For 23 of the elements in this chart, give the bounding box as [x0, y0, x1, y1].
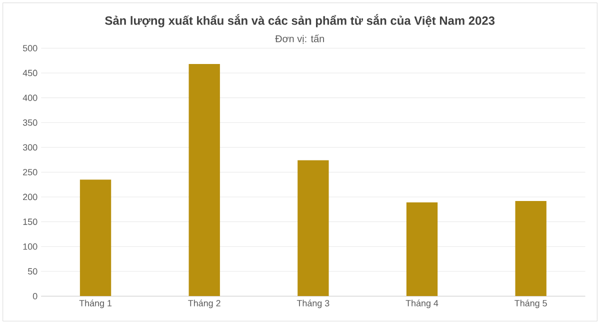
y-tick-label: 300 — [22, 144, 38, 151]
y-tick-label: 0 — [32, 293, 38, 300]
x-tick-label: Tháng 2 — [188, 300, 220, 308]
y-tick-label: 100 — [23, 243, 38, 250]
bar — [188, 64, 220, 296]
bar — [298, 160, 329, 296]
bar — [406, 202, 438, 296]
y-tick-label: 500 — [22, 45, 38, 52]
y-tick-label: 150 — [23, 218, 38, 225]
chart-title: Sản lượng xuất khẩu sắn và các sản phẩm từ sắn của Việt Nam 2023 — [105, 14, 495, 28]
y-tick-label: 400 — [22, 94, 38, 101]
chart-subtitle: Đơn vị: tấn — [275, 34, 324, 44]
y-tick-label: 50 — [28, 268, 38, 275]
y-tick-label: 350 — [22, 119, 38, 126]
x-tick-label: Tháng 4 — [406, 300, 438, 308]
y-tick-label: 200 — [23, 194, 38, 200]
bar — [515, 200, 546, 296]
y-tick-label: 250 — [23, 169, 38, 176]
bar — [80, 180, 112, 296]
x-tick-label: Tháng 5 — [514, 300, 547, 308]
x-tick-label: Tháng 3 — [296, 300, 330, 308]
x-tick-label: Tháng 1 — [79, 300, 112, 308]
y-tick-label: 450 — [22, 70, 38, 76]
